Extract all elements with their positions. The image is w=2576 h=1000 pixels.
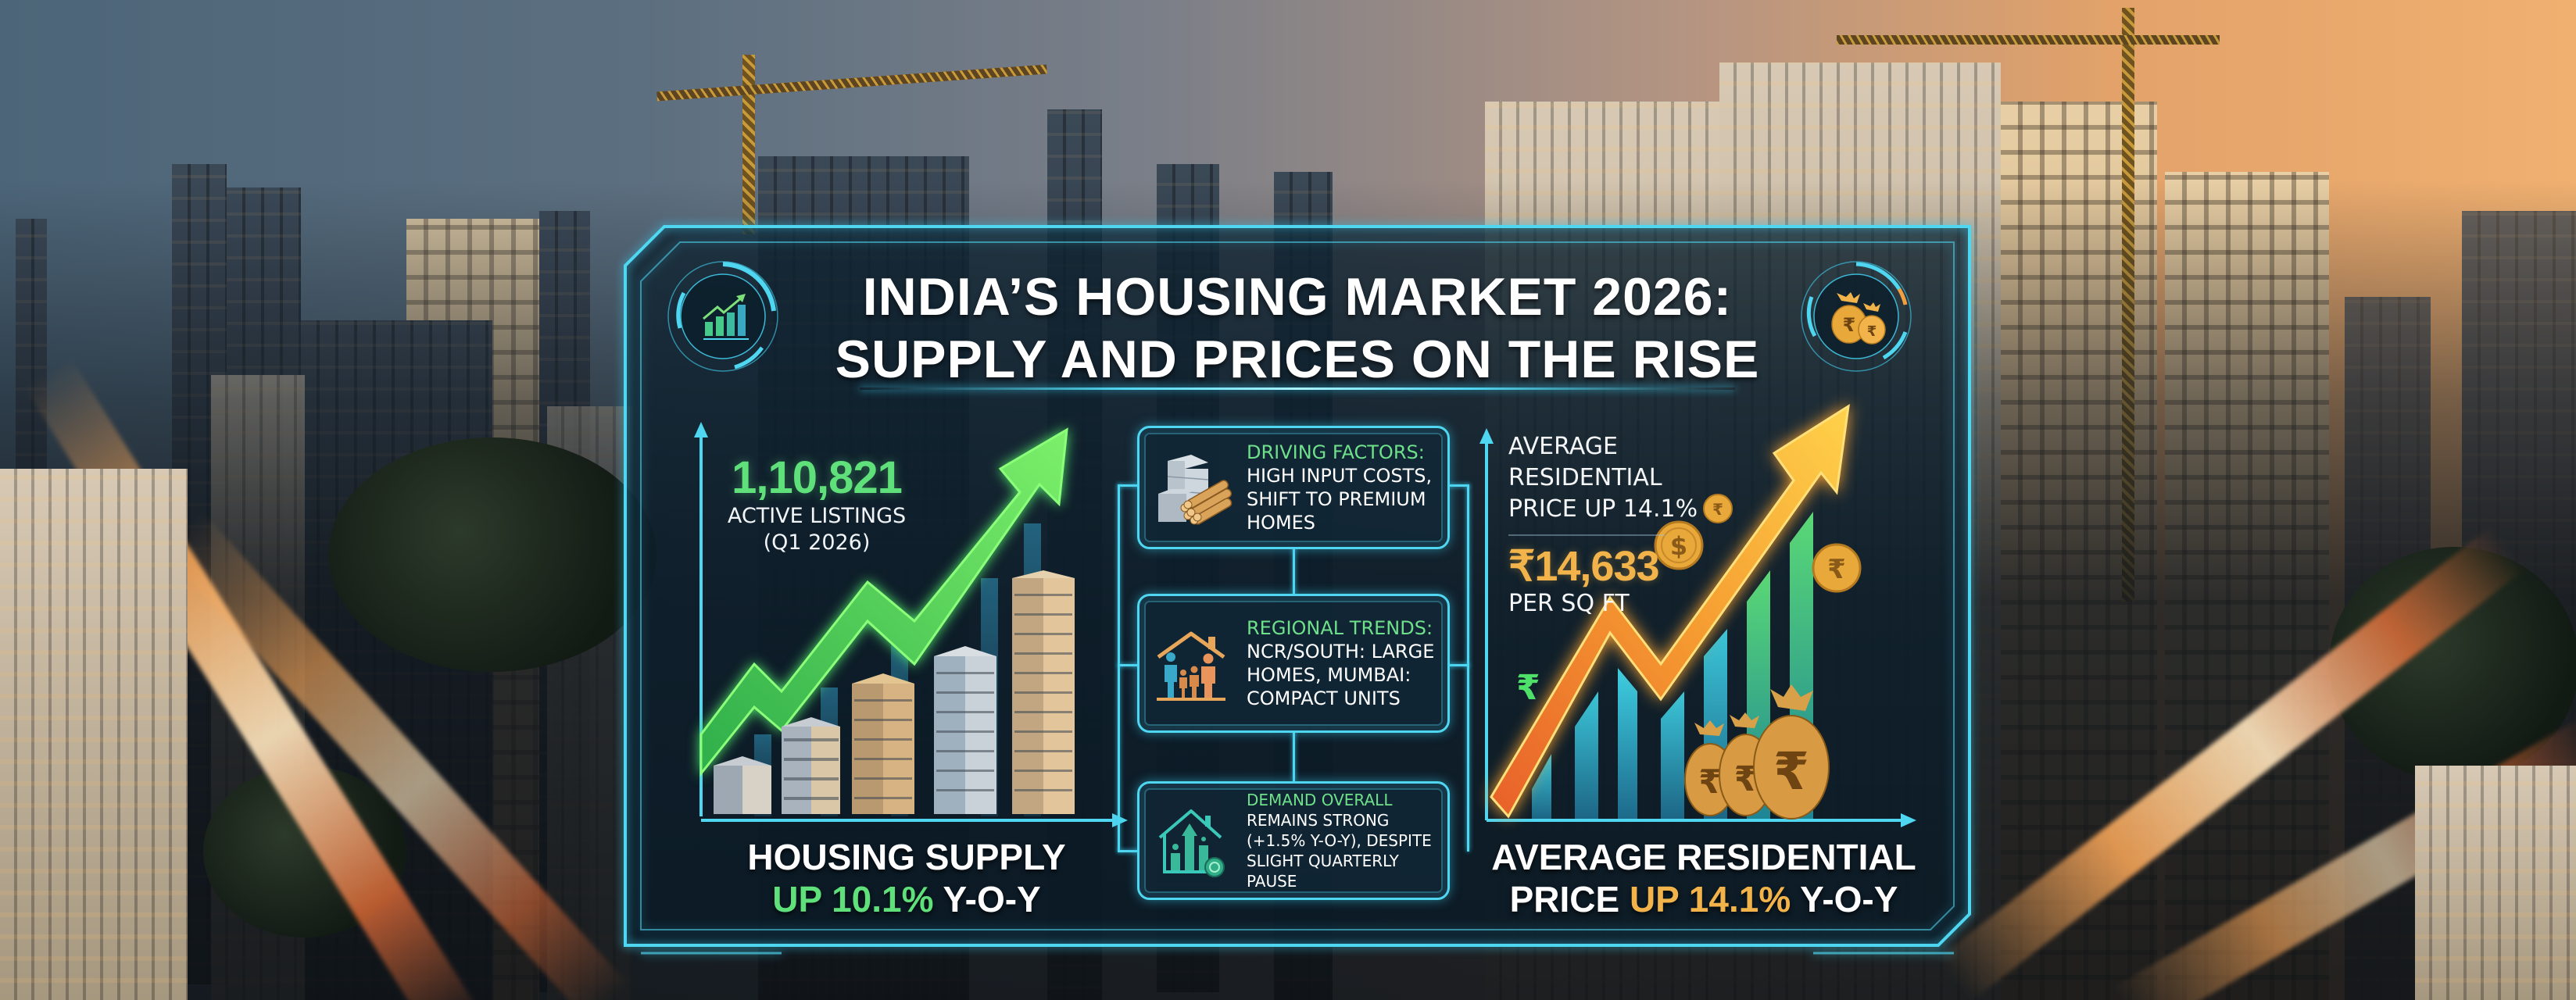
active-listings-value: 1,10,821 (732, 452, 903, 503)
price-divider (1508, 534, 1665, 536)
price-caption-prefix: PRICE (1509, 879, 1620, 920)
rupee-coin-icon: ₹ (1703, 494, 1733, 523)
active-listings-period: (Q1 2026) (763, 530, 871, 555)
price-per-sqft-value: ₹14,633 (1508, 543, 1660, 590)
supply-caption-line-1: HOUSING SUPPLY (747, 837, 1066, 877)
price-caption-suffix: Y-O-Y (1800, 879, 1898, 920)
svg-text:₹: ₹ (1867, 323, 1877, 340)
house-growth-icon (1154, 800, 1236, 882)
connector-line (1118, 484, 1140, 487)
card-heading: REGIONAL TRENDS: (1247, 617, 1433, 639)
growth-chart-icon (664, 258, 782, 375)
title-divider (860, 388, 1735, 390)
dollar-coin-icon: $ (1654, 520, 1704, 570)
connector-line (1118, 664, 1140, 666)
card-body: HIGH INPUT COSTS, SHIFT TO PREMIUM HOMES (1247, 465, 1433, 534)
regional-trends-card: REGIONAL TRENDS: NCR/SOUTH: LARGE HOMES,… (1137, 594, 1450, 733)
connector-line (1118, 850, 1140, 852)
title-line-1: INDIA’S HOUSING MARKET 2026: (862, 267, 1733, 327)
supply-caption: HOUSING SUPPLY UP 10.1% Y-O-Y (688, 836, 1125, 920)
connector-line (1293, 730, 1295, 781)
tree-cluster (328, 438, 657, 672)
connector-line (1467, 484, 1469, 852)
title-line-2: SUPPLY AND PRICES ON THE RISE (835, 330, 1760, 389)
building-4 (934, 646, 996, 814)
supply-growth-highlight: UP 10.1% (772, 879, 934, 920)
construction-materials-icon (1154, 447, 1236, 529)
svg-text:$: $ (1670, 531, 1687, 561)
rupee-coin-icon: ₹ (1812, 543, 1862, 593)
svg-text:₹: ₹ (1712, 500, 1723, 519)
foreground-apartment (2415, 766, 2576, 1000)
building-5 (1012, 570, 1075, 814)
card-body: REMAINS STRONG (+1.5% Y-O-Y), DESPITE SL… (1247, 811, 1432, 891)
card-body: NCR/SOUTH: LARGE HOMES, MUMBAI: COMPACT … (1247, 641, 1435, 709)
building-1 (714, 756, 771, 814)
money-bag-icon: ₹ (1753, 684, 1830, 820)
svg-text:₹: ₹ (1843, 314, 1856, 336)
connector-line (1118, 484, 1120, 852)
price-caption: AVERAGE RESIDENTIAL PRICE UP 14.1% Y-O-Y (1469, 836, 1938, 920)
card-heading: DRIVING FACTORS: (1247, 441, 1425, 463)
building-3 (852, 673, 914, 814)
demand-card: DEMAND OVERALL REMAINS STRONG (+1.5% Y-O… (1137, 781, 1450, 900)
rupee-icon: ₹ (1516, 668, 1540, 708)
page-title: INDIA’S HOUSING MARKET 2026: SUPPLY AND … (782, 266, 1813, 391)
price-unit: PER SQ FT (1508, 590, 1630, 617)
price-growth-highlight: UP 14.1% (1629, 879, 1791, 920)
price-caption-line-1: AVERAGE RESIDENTIAL (1491, 837, 1916, 877)
supply-stat: 1,10,821 ACTIVE LISTINGS (Q1 2026) (711, 453, 922, 556)
price-heading-line-2: PRICE UP 14.1% (1508, 495, 1698, 523)
connector-line (1447, 484, 1469, 487)
foreground-apartment (0, 469, 188, 1000)
connector-line (1293, 547, 1295, 594)
svg-text:₹: ₹ (1698, 762, 1721, 801)
rupee-money-bags-icon: ₹ ₹ (1798, 258, 1915, 375)
price-chart: ₹ $ ₹ ₹ ₹ ₹ ₹ (1469, 404, 1938, 828)
supply-chart (692, 422, 1129, 828)
price-heading-line-1: AVERAGE RESIDENTIAL (1508, 433, 1662, 491)
svg-text:₹: ₹ (1773, 741, 1809, 802)
price-stat: AVERAGE RESIDENTIAL PRICE UP 14.1% ₹14,6… (1508, 431, 1758, 619)
supply-caption-suffix: Y-O-Y (943, 879, 1041, 920)
family-house-icon (1154, 623, 1236, 705)
card-heading: DEMAND OVERALL (1247, 791, 1393, 809)
active-listings-label: ACTIVE LISTINGS (727, 504, 907, 528)
svg-text:₹: ₹ (1827, 554, 1846, 585)
connector-line (1447, 664, 1469, 666)
driving-factors-card: DRIVING FACTORS: HIGH INPUT COSTS, SHIFT… (1137, 426, 1450, 549)
